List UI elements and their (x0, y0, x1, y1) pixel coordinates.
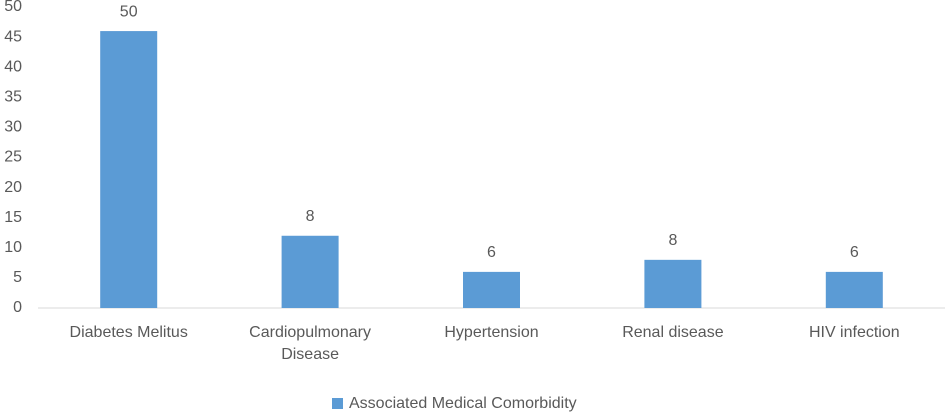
y-tick-label: 25 (4, 149, 22, 166)
data-label: 8 (668, 232, 677, 249)
legend-swatch (332, 398, 343, 409)
y-tick-label: 20 (4, 179, 22, 196)
x-tick-label: Diabetes Melitus (69, 324, 188, 341)
y-tick-label: 30 (4, 119, 22, 136)
bar (281, 235, 339, 308)
data-label: 8 (306, 208, 315, 225)
x-tick-label: Hypertension (444, 324, 539, 341)
bar (644, 259, 702, 308)
data-label: 6 (487, 244, 496, 261)
bar (825, 271, 883, 308)
y-tick-label: 50 (4, 0, 22, 15)
y-tick-label: 0 (13, 299, 22, 316)
legend-label: Associated Medical Comorbidity (349, 395, 577, 412)
y-tick-label: 40 (4, 58, 22, 75)
x-tick-label: Cardiopulmonary Disease (249, 324, 372, 363)
x-tick-label: Renal disease (622, 324, 724, 341)
y-tick-label: 35 (4, 89, 22, 106)
y-tick-label: 15 (4, 209, 22, 226)
y-tick-label: 10 (4, 239, 22, 256)
data-label: 6 (850, 244, 859, 261)
data-label: 50 (120, 3, 138, 20)
bar (463, 271, 520, 308)
y-tick-label: 45 (4, 28, 22, 45)
y-tick-label: 5 (13, 269, 22, 286)
x-tick-label: HIV infection (808, 324, 900, 341)
bar (100, 31, 158, 309)
